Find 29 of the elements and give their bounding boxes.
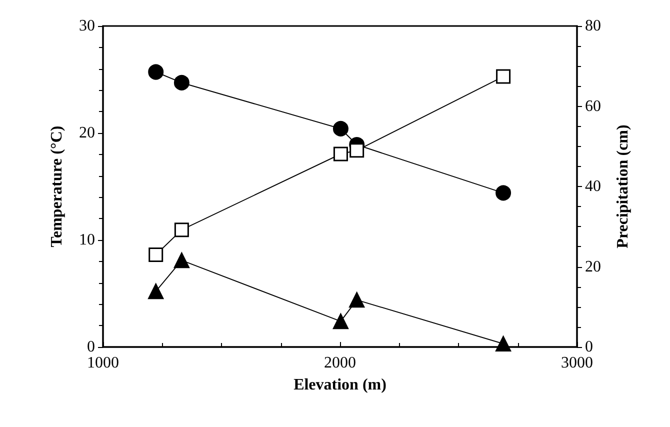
point bbox=[174, 74, 190, 90]
y2-tick-label: 20 bbox=[585, 258, 601, 276]
y-tick-label: 0 bbox=[87, 338, 95, 356]
x-tick-label: 1000 bbox=[87, 354, 119, 372]
y2-axis-title: Precipitation (cm) bbox=[614, 124, 632, 248]
point bbox=[496, 336, 512, 352]
point bbox=[496, 185, 512, 201]
y-axis-title: Temperature (°C) bbox=[48, 126, 66, 248]
point bbox=[350, 143, 364, 158]
x-tick-label: 2000 bbox=[324, 354, 356, 372]
point bbox=[332, 120, 348, 136]
point bbox=[174, 252, 190, 268]
point bbox=[148, 64, 164, 80]
y2-tick-label: 40 bbox=[585, 178, 601, 195]
point bbox=[349, 292, 365, 308]
point bbox=[332, 314, 348, 330]
y2-tick-label: 60 bbox=[585, 98, 601, 115]
y-tick-label: 20 bbox=[79, 124, 95, 142]
point bbox=[148, 247, 164, 262]
point bbox=[174, 222, 189, 238]
y2-tick-label: 80 bbox=[585, 18, 601, 34]
point bbox=[496, 69, 511, 84]
y-tick-label: 10 bbox=[79, 232, 95, 248]
x-axis-title: Elevation (m) bbox=[294, 376, 386, 394]
x-tick-label: 3000 bbox=[561, 354, 593, 372]
point bbox=[333, 146, 348, 162]
y2-tick-label: 0 bbox=[585, 338, 593, 356]
y-tick-label: 30 bbox=[79, 18, 95, 34]
point bbox=[148, 284, 164, 300]
